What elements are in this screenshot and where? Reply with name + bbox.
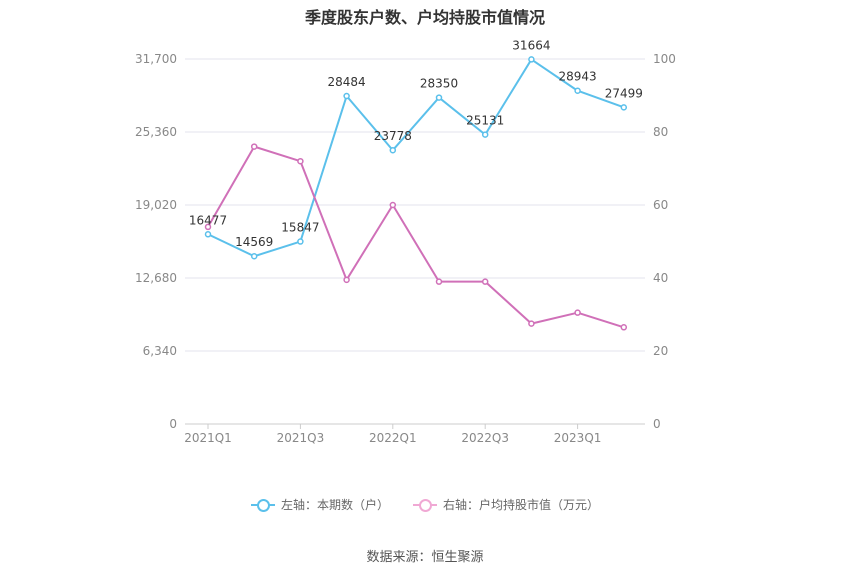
data-point-households (481, 131, 489, 138)
data-point-market-value (528, 320, 535, 327)
data-point-households (204, 231, 212, 238)
left-tick-label: 19,020 (135, 198, 177, 212)
legend-item-households[interactable]: 左轴：本期数（户） (250, 496, 389, 513)
data-point-households (528, 56, 535, 63)
x-tick-label: 2023Q1 (554, 431, 602, 445)
data-point-households (620, 104, 628, 111)
x-tick-label: 2021Q3 (277, 431, 325, 445)
data-label: 23778 (374, 129, 412, 143)
line-chart: 0 6,340 12,680 19,020 25,360 31,700 0 20 40 60 80… (135, 38, 676, 445)
data-point-market-value (343, 276, 350, 284)
data-label: 25131 (466, 114, 504, 128)
data-label: 28484 (328, 75, 366, 89)
legend-swatch-market-value (413, 498, 437, 512)
left-tick-label: 6,340 (143, 344, 177, 358)
data-point-market-value (297, 157, 304, 165)
data-point-households (389, 146, 397, 154)
data-point-market-value (574, 309, 581, 316)
data-point-households (250, 252, 258, 260)
x-axis-ticks: 2021Q1 2021Q3 2022Q1 2022Q3 2023Q1 (184, 424, 601, 445)
data-point-market-value (620, 324, 628, 331)
x-tick-label: 2021Q1 (184, 431, 232, 445)
data-point-market-value (481, 278, 489, 285)
left-tick-label: 31,700 (135, 52, 177, 66)
left-tick-label: 25,360 (135, 125, 177, 139)
data-point-market-value (435, 278, 443, 285)
chart-title: 季度股东户数、户均持股市值情况 (304, 8, 545, 27)
right-tick-label: 20 (653, 344, 668, 358)
data-point-market-value (250, 143, 258, 150)
left-axis-ticks: 0 6,340 12,680 19,020 25,360 31,700 (135, 52, 177, 431)
left-tick-label: 0 (169, 417, 177, 431)
right-tick-label: 60 (653, 198, 668, 212)
right-axis-ticks: 0 20 40 60 80 100 (653, 52, 676, 431)
data-label: 14569 (235, 235, 273, 249)
data-source: 数据来源：恒生聚源 (366, 550, 484, 565)
data-label: 31664 (512, 38, 550, 52)
legend-label-market-value: 右轴：户均持股市值（万元） (443, 498, 600, 512)
grid-lines (185, 58, 645, 425)
series-line-households (207, 58, 625, 258)
legend-swatch-households (250, 498, 275, 512)
series-layer (204, 56, 628, 331)
data-point-households (574, 87, 581, 94)
legend-label-households: 左轴：本期数（户） (280, 498, 389, 512)
data-point-households (435, 94, 443, 101)
legend: 左轴：本期数（户） 右轴：户均持股市值（万元） (0, 496, 850, 513)
data-label: 16477 (189, 213, 227, 227)
data-point-market-value (389, 201, 397, 209)
right-tick-label: 0 (653, 417, 661, 431)
series-line-market-value (207, 145, 625, 329)
data-point-households (343, 92, 350, 100)
right-tick-label: 80 (653, 125, 668, 139)
data-point-market-value (204, 223, 212, 231)
data-label: 28943 (559, 70, 597, 84)
data-label: 27499 (605, 86, 643, 100)
left-tick-label: 12,680 (135, 271, 177, 285)
legend-item-market-value[interactable]: 右轴：户均持股市值（万元） (413, 496, 599, 513)
x-tick-label: 2022Q1 (369, 431, 417, 445)
x-tick-label: 2022Q3 (461, 431, 509, 445)
data-point-households (297, 238, 304, 245)
data-labels: 16477 14569 15847 28484 23778 28350 25131 31664… (189, 38, 643, 249)
data-label: 28350 (420, 77, 458, 91)
right-tick-label: 100 (653, 52, 676, 66)
right-tick-label: 40 (653, 271, 668, 285)
data-label: 15847 (281, 221, 319, 235)
